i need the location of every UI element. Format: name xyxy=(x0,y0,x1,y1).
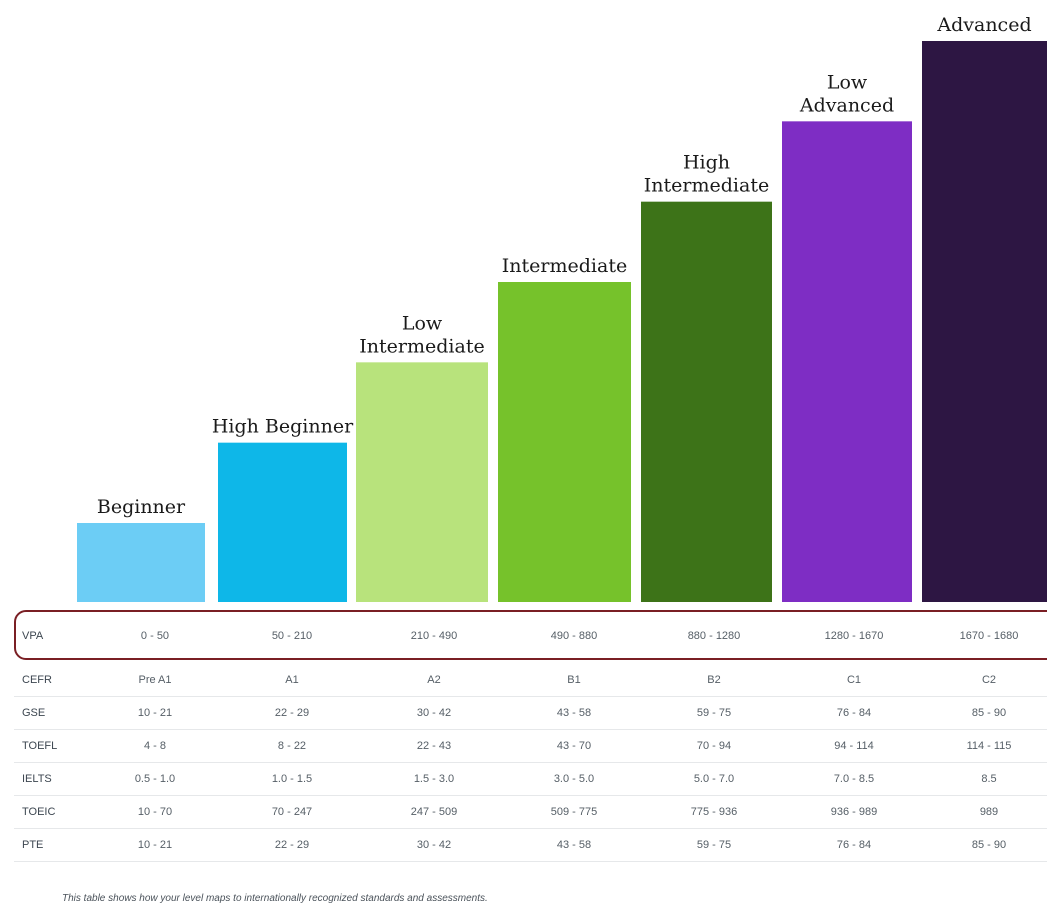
table-cell: Pre A1 xyxy=(90,664,220,697)
table-cell: 1280 - 1670 xyxy=(824,630,884,642)
bar-high-beginner xyxy=(218,442,347,602)
table-cell: C1 xyxy=(784,664,924,697)
table-cell: 10 - 21 xyxy=(90,696,220,730)
table-cell: 43 - 58 xyxy=(504,696,644,730)
bar-label-high-intermediate: High Intermediate xyxy=(644,152,769,197)
table-cell: 22 - 29 xyxy=(220,696,364,730)
bar-beginner xyxy=(77,523,205,602)
table-cell: 775 - 936 xyxy=(644,795,784,829)
table-cell: 85 - 90 xyxy=(924,828,1047,862)
table-cell: 43 - 70 xyxy=(504,729,644,763)
table-cell: 509 - 775 xyxy=(504,795,644,829)
table-cell: 43 - 58 xyxy=(504,828,644,862)
table-cell: 7.0 - 8.5 xyxy=(784,762,924,796)
row-header: IELTS xyxy=(14,762,90,796)
bar-high-intermediate xyxy=(641,201,772,602)
bar-low-intermediate xyxy=(356,362,488,602)
table-cell: C2 xyxy=(924,664,1047,697)
table-cell: 4 - 8 xyxy=(90,729,220,763)
table-cell: 3.0 - 5.0 xyxy=(504,762,644,796)
table-cell: 1.5 - 3.0 xyxy=(364,762,504,796)
table-cell: 76 - 84 xyxy=(784,696,924,730)
row-header: CEFR xyxy=(14,664,90,697)
table-row-toeic: TOEIC 10 - 70 70 - 247 247 - 509 509 - 775 77… xyxy=(14,795,1047,829)
bar-low-advanced xyxy=(782,121,912,602)
bar-label-beginner: Beginner xyxy=(97,496,186,518)
table-row-cefr: CEFR Pre A1 A1 A2 B1 B2 C1 C2 xyxy=(14,664,1047,697)
bar-label-low-intermediate: Low Intermediate xyxy=(359,312,484,357)
row-header: PTE xyxy=(14,828,90,862)
table-footnote: This table shows how your level maps to … xyxy=(62,893,488,904)
table-cell: 94 - 114 xyxy=(784,729,924,763)
row-header: VPA xyxy=(22,630,44,642)
table-cell: 5.0 - 7.0 xyxy=(644,762,784,796)
table-row-vpa: VPA 0 - 50 50 - 210 210 - 490 490 - 880 880 -… xyxy=(14,608,1047,664)
table-cell: 880 - 1280 xyxy=(687,630,741,642)
table-cell: 8 - 22 xyxy=(220,729,364,763)
table-cell: 10 - 70 xyxy=(90,795,220,829)
bar-label-high-beginner: High Beginner xyxy=(212,416,354,438)
bar-advanced xyxy=(922,41,1047,602)
table-cell: A1 xyxy=(220,664,364,697)
table-row-pte: PTE 10 - 21 22 - 29 30 - 42 43 - 58 59 - 75 76… xyxy=(14,828,1047,862)
level-bar-chart: Beginner High Beginner Low Intermediate Inte… xyxy=(77,14,1047,602)
bar-intermediate xyxy=(498,282,631,602)
table-cell: 10 - 21 xyxy=(90,828,220,862)
table-cell: 59 - 75 xyxy=(644,828,784,862)
table-cell: 70 - 247 xyxy=(220,795,364,829)
table-cell: A2 xyxy=(364,664,504,697)
table-cell: 989 xyxy=(924,795,1047,829)
table-row-ielts: IELTS 0.5 - 1.0 1.0 - 1.5 1.5 - 3.0 3.0 - 5.… xyxy=(14,762,1047,796)
row-header: GSE xyxy=(14,696,90,730)
table-cell: 30 - 42 xyxy=(364,696,504,730)
table-cell: 490 - 880 xyxy=(550,630,598,642)
table-cell: 114 - 115 xyxy=(924,729,1047,763)
table-cell: 0.5 - 1.0 xyxy=(90,762,220,796)
table-cell: B2 xyxy=(644,664,784,697)
table-cell: 76 - 84 xyxy=(784,828,924,862)
table-cell: 1.0 - 1.5 xyxy=(220,762,364,796)
table-cell: B1 xyxy=(504,664,644,697)
table-cell: 8.5 xyxy=(924,762,1047,796)
table-cell: 210 - 490 xyxy=(410,630,458,642)
table-cell: 1670 - 1680 xyxy=(959,630,1019,642)
table-cell: 50 - 210 xyxy=(271,630,313,642)
table-cell: 70 - 94 xyxy=(644,729,784,763)
table-cell: 30 - 42 xyxy=(364,828,504,862)
level-equivalence-table: VPA 0 - 50 50 - 210 210 - 490 490 - 880 880 -… xyxy=(14,608,1047,862)
bar-label-advanced: Advanced xyxy=(936,14,1031,36)
table-cell: 22 - 43 xyxy=(364,729,504,763)
row-header: TOEIC xyxy=(14,795,90,829)
row-header: TOEFL xyxy=(14,729,90,763)
table-cell: 0 - 50 xyxy=(140,630,170,642)
table-cell: 936 - 989 xyxy=(784,795,924,829)
table-cell: 22 - 29 xyxy=(220,828,364,862)
bar-label-low-advanced: Low Advanced xyxy=(799,71,894,116)
table-cell: 59 - 75 xyxy=(644,696,784,730)
table-cell: 85 - 90 xyxy=(924,696,1047,730)
table-cell: 247 - 509 xyxy=(364,795,504,829)
table-row-gse: GSE 10 - 21 22 - 29 30 - 42 43 - 58 59 - 75 76… xyxy=(14,696,1047,730)
bar-label-intermediate: Intermediate xyxy=(502,255,627,277)
